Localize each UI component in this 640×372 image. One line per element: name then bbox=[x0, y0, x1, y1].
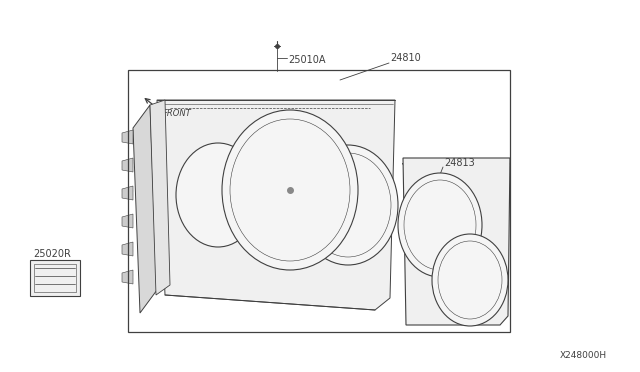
Ellipse shape bbox=[176, 143, 260, 247]
Ellipse shape bbox=[398, 173, 482, 277]
Text: 24810: 24810 bbox=[390, 53, 420, 63]
Text: X248000H: X248000H bbox=[560, 350, 607, 359]
Polygon shape bbox=[122, 214, 133, 228]
Ellipse shape bbox=[298, 145, 398, 265]
Bar bbox=[128, 70, 510, 332]
Ellipse shape bbox=[432, 234, 508, 326]
Text: 24813: 24813 bbox=[444, 158, 475, 168]
Bar bbox=[34, 264, 76, 292]
Text: 25020R: 25020R bbox=[33, 249, 71, 259]
Polygon shape bbox=[150, 100, 170, 295]
Text: FRONT: FRONT bbox=[163, 109, 192, 118]
Polygon shape bbox=[133, 105, 157, 313]
Bar bbox=[30, 260, 80, 296]
Polygon shape bbox=[122, 158, 133, 172]
Polygon shape bbox=[403, 158, 510, 325]
Polygon shape bbox=[122, 242, 133, 256]
Polygon shape bbox=[122, 270, 133, 284]
Polygon shape bbox=[122, 130, 133, 144]
Text: 25010A: 25010A bbox=[288, 55, 326, 65]
Polygon shape bbox=[157, 100, 395, 310]
Ellipse shape bbox=[222, 110, 358, 270]
Polygon shape bbox=[122, 186, 133, 200]
